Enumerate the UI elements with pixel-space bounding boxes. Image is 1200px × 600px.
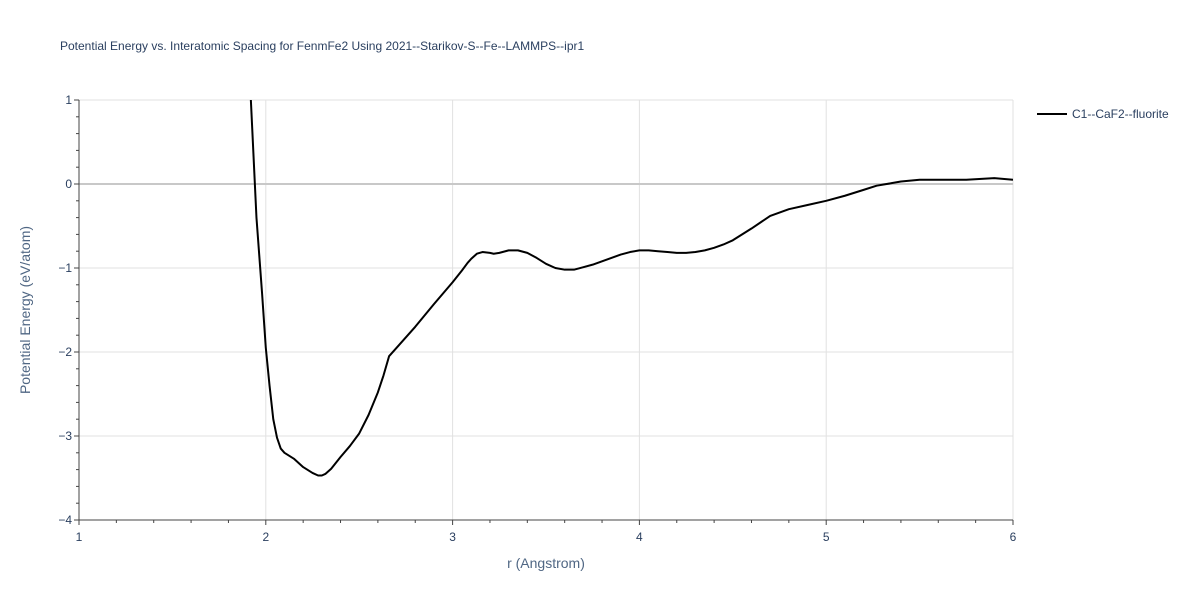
x-axis-title: r (Angstrom) (507, 555, 585, 571)
axes (74, 99, 1014, 525)
y-axis-title: Potential Energy (eV/atom) (17, 226, 33, 394)
gridlines (79, 99, 1014, 520)
x-tick-label: 1 (76, 530, 83, 544)
series-layer (249, 99, 1013, 477)
x-tick-label: 5 (823, 530, 830, 544)
chart-title: Potential Energy vs. Interatomic Spacing… (60, 39, 585, 53)
series-line (249, 99, 1013, 477)
y-tick-label: 1 (65, 93, 72, 107)
legend-label: C1--CaF2--fluorite (1072, 107, 1169, 121)
y-tick-label: 0 (65, 177, 72, 191)
legend[interactable]: C1--CaF2--fluorite (1037, 107, 1169, 121)
y-tick-label: −3 (58, 429, 72, 443)
x-tick-label: 4 (636, 530, 643, 544)
y-tick-label: −1 (58, 261, 72, 275)
tick-labels: 1 2 3 4 5 6 1 0 −1 −2 −3 −4 (58, 93, 1016, 544)
y-tick-label: −4 (58, 513, 72, 527)
x-tick-label: 3 (449, 530, 456, 544)
x-tick-label: 2 (262, 530, 269, 544)
x-tick-label: 6 (1010, 530, 1017, 544)
y-tick-label: −2 (58, 345, 72, 359)
